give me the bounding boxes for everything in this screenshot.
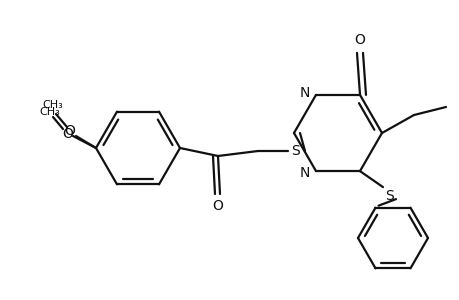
Text: N: N xyxy=(299,166,309,180)
Text: CH₃: CH₃ xyxy=(39,107,60,117)
Text: O: O xyxy=(62,127,73,141)
Text: O: O xyxy=(64,124,75,138)
Text: S: S xyxy=(291,144,300,158)
Text: CH₃: CH₃ xyxy=(43,100,63,110)
Text: N: N xyxy=(299,86,309,100)
Text: S: S xyxy=(385,189,393,203)
Text: O: O xyxy=(212,199,223,213)
Text: O: O xyxy=(354,33,364,47)
